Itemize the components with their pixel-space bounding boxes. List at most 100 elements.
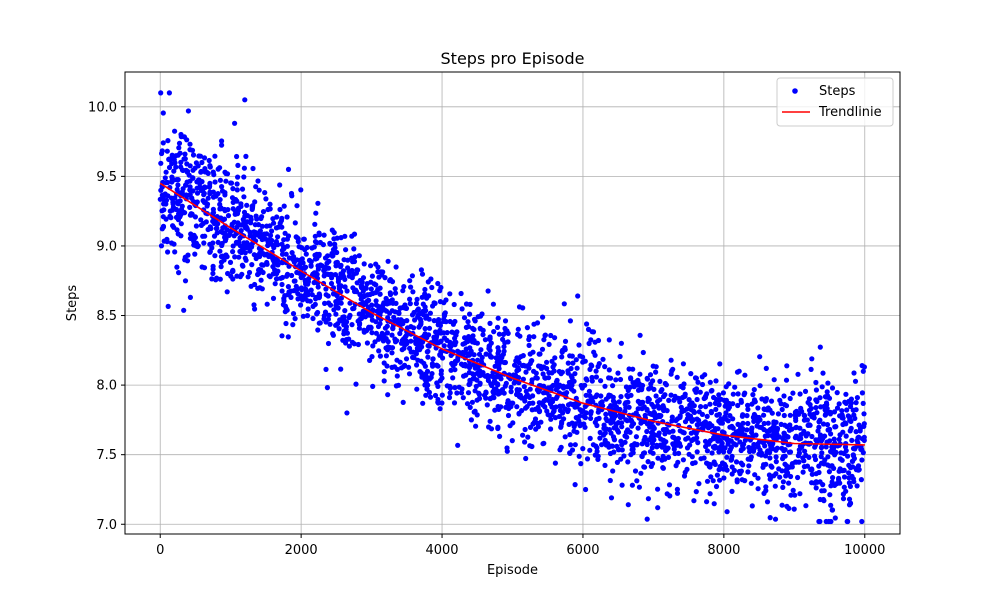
scatter-point — [282, 303, 288, 309]
scatter-point — [329, 227, 335, 233]
scatter-point — [160, 110, 166, 116]
scatter-point — [480, 332, 486, 338]
scatter-point — [604, 418, 610, 424]
scatter-point — [411, 325, 417, 331]
scatter-point — [779, 468, 785, 474]
scatter-point — [193, 223, 199, 229]
scatter-point — [238, 228, 244, 234]
scatter-point — [731, 467, 738, 474]
scatter-point — [519, 363, 526, 369]
scatter-point — [369, 273, 375, 279]
scatter-point — [399, 337, 405, 344]
scatter-point — [232, 120, 238, 126]
scatter-point — [259, 262, 265, 268]
scatter-point — [497, 433, 503, 439]
scatter-point — [822, 412, 828, 418]
scatter-point — [494, 324, 501, 330]
scatter-point — [847, 417, 853, 423]
scatter-point — [169, 174, 175, 180]
scatter-point — [336, 326, 342, 332]
scatter-point — [616, 399, 622, 405]
scatter-point — [598, 378, 604, 384]
scatter-point — [788, 473, 794, 480]
scatter-point — [314, 311, 320, 317]
scatter-point — [649, 440, 656, 446]
scatter-point — [285, 334, 291, 340]
scatter-point — [702, 395, 709, 401]
scatter-point — [234, 273, 240, 279]
scatter-point — [196, 177, 202, 183]
scatter-point — [241, 209, 248, 215]
scatter-point — [219, 142, 225, 148]
scatter-point — [552, 460, 559, 466]
scatter-point — [670, 428, 676, 434]
scatter-point — [618, 340, 625, 346]
scatter-point — [645, 496, 652, 502]
y-tick-label: 7.5 — [96, 448, 117, 463]
scatter-point — [190, 188, 196, 194]
scatter-point — [364, 281, 370, 287]
scatter-point — [609, 443, 615, 449]
scatter-point — [677, 399, 683, 405]
scatter-point — [314, 240, 320, 246]
scatter-point — [662, 455, 668, 461]
scatter-point — [755, 475, 761, 481]
scatter-point — [187, 184, 193, 190]
scatter-point — [669, 418, 675, 424]
scatter-point — [824, 389, 830, 395]
scatter-point — [818, 454, 824, 460]
scatter-point — [746, 463, 752, 469]
scatter-point — [708, 408, 714, 415]
scatter-point — [778, 401, 784, 407]
scatter-point — [459, 306, 465, 312]
scatter-point — [761, 490, 767, 496]
scatter-point — [721, 466, 727, 472]
scatter-point — [482, 337, 488, 343]
scatter-point — [458, 290, 464, 297]
scatter-point — [463, 346, 469, 352]
scatter-point — [237, 243, 243, 249]
scatter-point — [572, 371, 578, 377]
scatter-point — [680, 457, 687, 463]
scatter-point — [795, 474, 801, 481]
scatter-point — [315, 284, 321, 290]
scatter-point — [218, 264, 224, 270]
scatter-point — [777, 474, 783, 480]
scatter-point — [751, 411, 758, 418]
scatter-point — [830, 449, 836, 455]
scatter-point — [332, 241, 338, 247]
scatter-point — [860, 400, 866, 406]
scatter-point — [697, 389, 703, 395]
scatter-point — [516, 375, 522, 381]
scatter-point — [783, 403, 790, 409]
scatter-point — [629, 482, 636, 488]
scatter-point — [632, 468, 639, 474]
scatter-point — [171, 168, 177, 174]
scatter-point — [607, 477, 613, 484]
scatter-point — [671, 435, 677, 441]
y-tick-label: 9.5 — [96, 170, 117, 185]
scatter-point — [572, 442, 578, 448]
scatter-point — [451, 400, 458, 406]
scatter-point — [619, 447, 625, 453]
scatter-point — [549, 358, 555, 364]
scatter-point — [714, 472, 721, 478]
scatter-point — [761, 412, 767, 418]
scatter-point — [716, 411, 723, 417]
scatter-point — [522, 439, 528, 445]
scatter-point — [611, 425, 617, 431]
scatter-point — [861, 364, 868, 370]
scatter-point — [477, 325, 483, 331]
scatter-point — [805, 431, 811, 437]
scatter-point — [238, 222, 244, 228]
scatter-point — [818, 404, 824, 410]
scatter-point — [479, 354, 485, 361]
scatter-point — [653, 393, 659, 399]
scatter-point — [458, 390, 465, 396]
scatter-point — [217, 197, 223, 203]
scatter-point — [691, 498, 697, 504]
scatter-point — [665, 454, 672, 460]
scatter-point — [708, 474, 714, 480]
scatter-point — [438, 339, 444, 345]
scatter-point — [351, 258, 358, 265]
